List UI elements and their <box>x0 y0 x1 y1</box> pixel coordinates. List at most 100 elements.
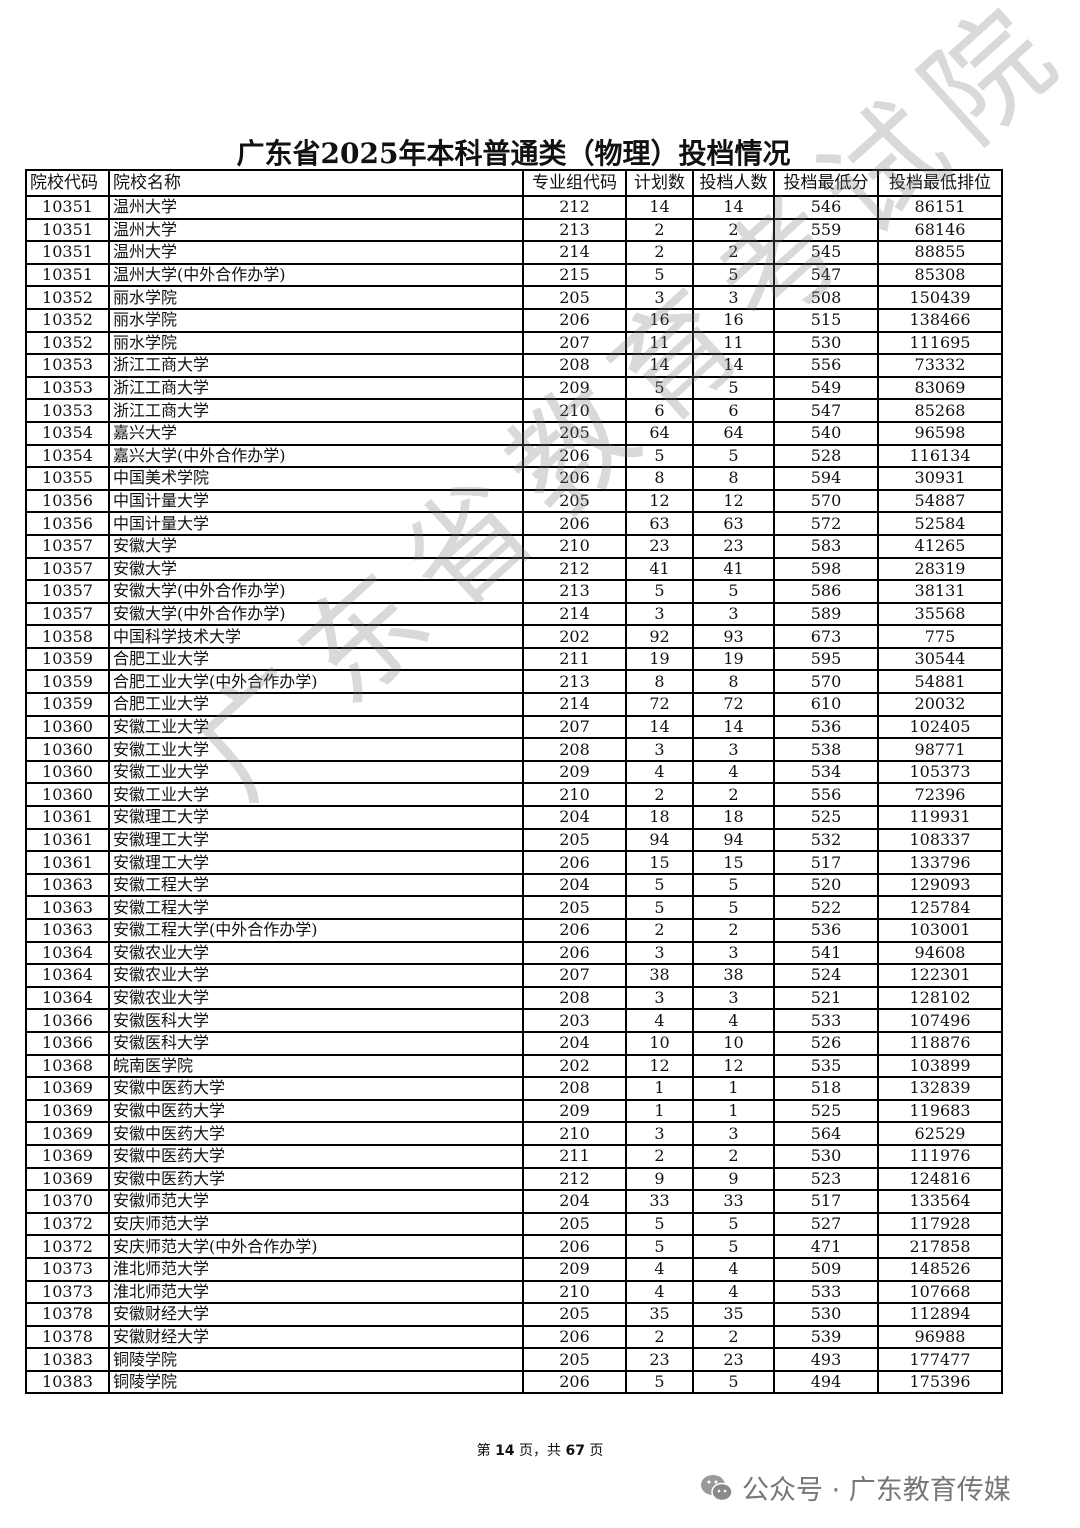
min-rank-cell: 119683 <box>877 1098 1003 1124</box>
admitted-count-cell: 33 <box>692 1189 775 1214</box>
min-score-cell: 527 <box>773 1211 879 1237</box>
min-score-cell: 594 <box>773 466 879 491</box>
school-name-cell: 安庆师范大学(中外合作办学) <box>108 1234 524 1259</box>
school-name-cell: 丽水学院 <box>108 330 524 356</box>
admitted-count-cell: 94 <box>692 827 775 853</box>
plan-count-cell: 4 <box>625 1256 694 1282</box>
min-rank-cell: 96598 <box>877 420 1003 446</box>
plan-count-cell: 5 <box>625 1369 694 1395</box>
min-rank-cell: 107668 <box>877 1279 1003 1305</box>
school-name-cell: 安徽农业大学 <box>108 985 524 1011</box>
min-rank-cell: 122301 <box>877 963 1003 988</box>
plan-count-cell: 4 <box>625 1279 694 1305</box>
school-name-cell: 安徽中医药大学 <box>108 1098 524 1124</box>
admitted-count-cell: 3 <box>692 985 775 1011</box>
min-score-cell: 523 <box>773 1166 879 1192</box>
school-code-cell: 10356 <box>25 488 110 514</box>
group-code-cell: 206 <box>522 850 627 875</box>
school-name-cell: 安徽理工大学 <box>108 850 524 875</box>
school-name-cell: 丽水学院 <box>108 285 524 310</box>
table-row: 10378 安徽财经大学 206 2 2 539 96988 <box>25 1324 1003 1350</box>
min-rank-cell: 217858 <box>877 1234 1003 1259</box>
group-code-cell: 209 <box>522 759 627 785</box>
school-code-cell: 10364 <box>25 985 110 1011</box>
min-rank-cell: 175396 <box>877 1369 1003 1395</box>
min-rank-cell: 41265 <box>877 533 1003 559</box>
table-row: 10383 铜陵学院 205 23 23 493 177477 <box>25 1347 1003 1372</box>
admitted-count-cell: 41 <box>692 556 775 582</box>
group-code-cell: 202 <box>522 1053 627 1079</box>
table-row: 10359 合肥工业大学 214 72 72 610 20032 <box>25 692 1003 717</box>
min-rank-cell: 54881 <box>877 669 1003 695</box>
min-score-cell: 539 <box>773 1324 879 1350</box>
school-code-cell: 10353 <box>25 398 110 423</box>
school-code-cell: 10360 <box>25 737 110 762</box>
min-score-cell: 545 <box>773 240 879 265</box>
plan-count-cell: 2 <box>625 1324 694 1350</box>
group-code-cell: 206 <box>522 1234 627 1259</box>
plan-count-cell: 16 <box>625 307 694 333</box>
plan-count-cell: 12 <box>625 488 694 514</box>
current-page: 14 <box>495 1443 515 1459</box>
school-code-cell: 10353 <box>25 375 110 401</box>
min-score-cell: 547 <box>773 262 879 288</box>
plan-count-cell: 14 <box>625 353 694 378</box>
table-row: 10370 安徽师范大学 204 33 33 517 133564 <box>25 1189 1003 1214</box>
table-row: 10358 中国科学技术大学 202 92 93 673 775 <box>25 624 1003 649</box>
min-rank-cell: 116134 <box>877 443 1003 469</box>
table-row: 10364 安徽农业大学 206 3 3 541 94608 <box>25 940 1003 966</box>
plan-count-cell: 3 <box>625 285 694 310</box>
min-score-cell: 525 <box>773 805 879 830</box>
school-name-cell: 安徽大学 <box>108 533 524 559</box>
school-code-cell: 10361 <box>25 827 110 853</box>
school-code-cell: 10372 <box>25 1211 110 1237</box>
admitted-count-cell: 2 <box>692 217 775 243</box>
plan-count-cell: 2 <box>625 782 694 808</box>
min-score-cell: 570 <box>773 669 879 695</box>
admitted-count-cell: 19 <box>692 646 775 672</box>
admitted-count-cell: 14 <box>692 195 775 220</box>
school-name-cell: 中国计量大学 <box>108 488 524 514</box>
min-score-cell: 471 <box>773 1234 879 1259</box>
min-rank-cell: 111695 <box>877 330 1003 356</box>
table-row: 10351 温州大学 213 2 2 559 68146 <box>25 217 1003 243</box>
admitted-count-cell: 16 <box>692 307 775 333</box>
min-rank-cell: 108337 <box>877 827 1003 853</box>
plan-count-cell: 18 <box>625 805 694 830</box>
school-name-cell: 铜陵学院 <box>108 1347 524 1372</box>
group-code-cell: 205 <box>522 285 627 310</box>
school-name-cell: 安徽农业大学 <box>108 940 524 966</box>
min-score-cell: 534 <box>773 759 879 785</box>
school-code-cell: 10351 <box>25 217 110 243</box>
min-score-cell: 533 <box>773 1279 879 1305</box>
table-row: 10359 合肥工业大学 211 19 19 595 30544 <box>25 646 1003 672</box>
group-code-cell: 205 <box>522 488 627 514</box>
min-rank-cell: 129093 <box>877 872 1003 898</box>
group-code-cell: 206 <box>522 940 627 966</box>
table-row: 10353 浙江工商大学 209 5 5 549 83069 <box>25 375 1003 401</box>
school-code-cell: 10369 <box>25 1143 110 1169</box>
school-code-cell: 10353 <box>25 353 110 378</box>
admitted-count-cell: 8 <box>692 669 775 695</box>
admitted-count-cell: 11 <box>692 330 775 356</box>
plan-count-cell: 23 <box>625 1347 694 1372</box>
school-name-cell: 安徽财经大学 <box>108 1324 524 1350</box>
min-rank-cell: 128102 <box>877 985 1003 1011</box>
admitted-count-cell: 38 <box>692 963 775 988</box>
plan-count-cell: 4 <box>625 759 694 785</box>
min-rank-cell: 150439 <box>877 285 1003 310</box>
min-score-cell: 589 <box>773 601 879 627</box>
school-name-cell: 合肥工业大学 <box>108 692 524 717</box>
plan-count-cell: 35 <box>625 1302 694 1327</box>
plan-count-cell: 38 <box>625 963 694 988</box>
table-row: 10360 安徽工业大学 208 3 3 538 98771 <box>25 737 1003 762</box>
plan-count-cell: 12 <box>625 1053 694 1079</box>
group-code-cell: 205 <box>522 827 627 853</box>
group-code-cell: 207 <box>522 330 627 356</box>
school-name-cell: 安徽农业大学 <box>108 963 524 988</box>
school-name-cell: 淮北师范大学 <box>108 1256 524 1282</box>
table-row: 10364 安徽农业大学 208 3 3 521 128102 <box>25 985 1003 1011</box>
school-name-cell: 安徽工业大学 <box>108 782 524 808</box>
min-score-cell: 515 <box>773 307 879 333</box>
min-score-cell: 570 <box>773 488 879 514</box>
